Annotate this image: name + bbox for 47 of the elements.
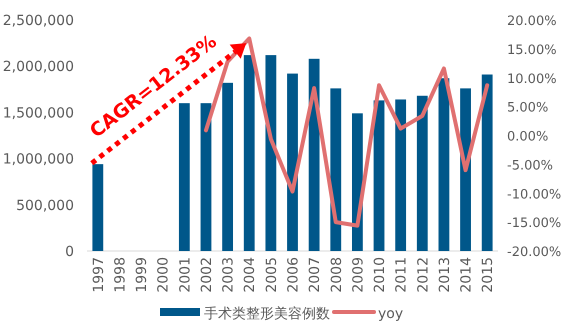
x-tick-label: 2007 [307, 257, 324, 293]
bar [92, 164, 104, 251]
y2-tick-label: 5.00% [507, 100, 548, 116]
x-tick-label: 2013 [436, 257, 453, 293]
y2-tick-label: -20.00% [507, 245, 562, 260]
x-tick-label: 2008 [328, 257, 345, 293]
bar [482, 74, 493, 251]
y2-tick-label: 20.00% [507, 14, 557, 29]
x-tick-label: 2009 [350, 257, 366, 293]
bar [416, 96, 428, 251]
x-tick-label: 2000 [156, 257, 172, 293]
y2-tick-label: -10.00% [507, 187, 562, 202]
bar [374, 100, 384, 251]
legend-label: 手术类整形美容例数 [204, 306, 330, 322]
x-tick-label: 2012 [415, 257, 432, 293]
x-tick-label: 2001 [177, 257, 194, 293]
bar [287, 74, 298, 251]
y2-tick-label: -5.00% [507, 158, 553, 174]
x-tick-label: 2002 [198, 257, 215, 293]
legend-label: yoy [378, 306, 404, 322]
bar [460, 88, 471, 251]
y-tick-label: 2,500,000 [2, 13, 74, 29]
bar [395, 99, 406, 251]
x-tick-label: 2005 [264, 257, 280, 293]
y2-tick-label: 10.00% [507, 72, 557, 87]
y2-tick-label: -15.00% [507, 216, 562, 232]
y2-tick-label: 15.00% [507, 42, 557, 58]
x-tick-label: 2015 [480, 257, 496, 293]
y2-tick-label: 0.00% [507, 130, 548, 144]
y-tick-label: 0 [65, 244, 74, 260]
y-tick-label: 1,000,000 [2, 152, 74, 168]
x-tick-label: 2010 [372, 257, 388, 293]
x-tick-label: 2004 [242, 256, 258, 293]
bar [265, 55, 276, 251]
bar [222, 82, 234, 251]
x-tick-label: 2006 [286, 256, 302, 293]
x-tick-label: 2014 [458, 256, 475, 293]
x-tick-label: 2011 [394, 257, 410, 293]
bar [438, 78, 450, 251]
bar [244, 55, 255, 251]
x-tick-label: 1997 [90, 257, 107, 293]
x-tick-label: 2003 [220, 257, 237, 293]
y-tick-label: 2,000,000 [2, 59, 74, 76]
x-tick-label: 1998 [112, 257, 128, 293]
y-tick-label: 500,000 [16, 198, 74, 214]
y-tick-label: 1,500,000 [2, 105, 74, 122]
x-tick-label: 1999 [134, 257, 150, 293]
